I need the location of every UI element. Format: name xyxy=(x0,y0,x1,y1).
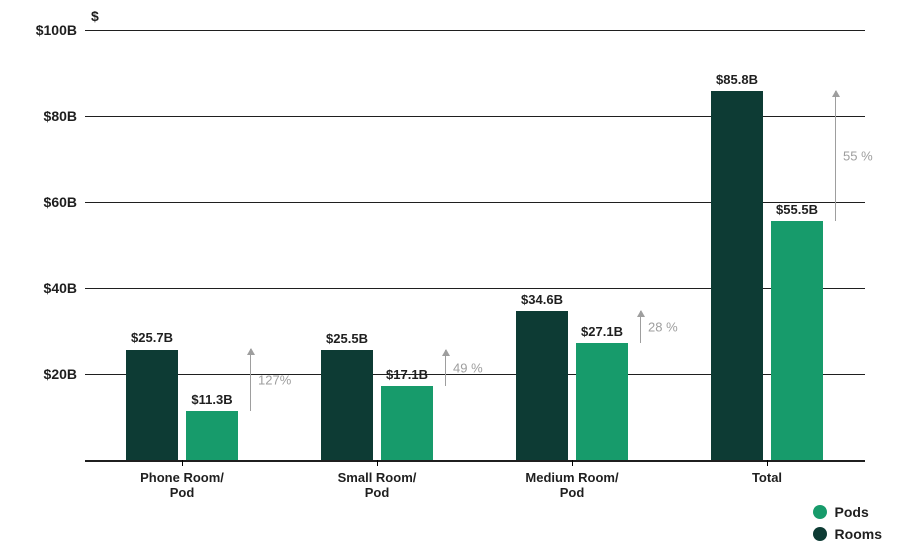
delta-label: 127% xyxy=(258,373,291,388)
bar-pods xyxy=(186,411,238,460)
gridline xyxy=(85,30,865,31)
bar-label-rooms: $25.5B xyxy=(326,331,368,346)
bar-rooms xyxy=(711,91,763,460)
bar-label-rooms: $34.6B xyxy=(521,292,563,307)
legend-swatch xyxy=(813,505,827,519)
legend-swatch xyxy=(813,527,827,541)
bar-pods xyxy=(381,386,433,460)
bar-label-pods: $17.1B xyxy=(386,367,428,382)
bar-label-pods: $55.5B xyxy=(776,202,818,217)
bar-label-pods: $11.3B xyxy=(191,392,232,407)
bar-label-rooms: $25.7B xyxy=(131,330,173,345)
bar-pods xyxy=(576,343,628,460)
legend-label: Pods xyxy=(835,504,869,520)
bar-pods xyxy=(771,221,823,460)
y-tick-label: $100B xyxy=(36,22,85,38)
category-label: Phone Room/ Pod xyxy=(140,460,224,500)
bar-rooms xyxy=(321,350,373,460)
category-label: Small Room/ Pod xyxy=(338,460,417,500)
y-tick-label: $20B xyxy=(44,366,85,382)
delta-arrow xyxy=(250,349,251,411)
delta-arrow xyxy=(835,91,836,221)
delta-label: 55 % xyxy=(843,149,873,164)
bar-chart: $ $20B $40B $60B $80B $100B $25.7B $11.3B 127% P… xyxy=(0,0,900,550)
legend-item-rooms: Rooms xyxy=(813,526,882,542)
bar-rooms xyxy=(516,311,568,460)
y-tick-label: $80B xyxy=(44,108,85,124)
delta-arrow xyxy=(445,350,446,386)
category-label: Medium Room/ Pod xyxy=(525,460,618,500)
delta-label: 49 % xyxy=(453,361,483,376)
legend: Pods Rooms xyxy=(813,498,882,542)
delta-arrow xyxy=(640,311,641,343)
legend-label: Rooms xyxy=(835,526,882,542)
legend-item-pods: Pods xyxy=(813,504,882,520)
bar-label-rooms: $85.8B xyxy=(716,72,758,87)
category-label: Total xyxy=(752,460,782,485)
bar-rooms xyxy=(126,350,178,461)
y-axis-title: $ xyxy=(91,8,99,24)
delta-label: 28 % xyxy=(648,320,678,335)
plot-area: $20B$40B$60B$80B$100B$25.7B$11.3B127%Pho… xyxy=(85,30,865,460)
y-tick-label: $40B xyxy=(44,280,85,296)
bar-label-pods: $27.1B xyxy=(581,324,623,339)
y-tick-label: $60B xyxy=(44,194,85,210)
